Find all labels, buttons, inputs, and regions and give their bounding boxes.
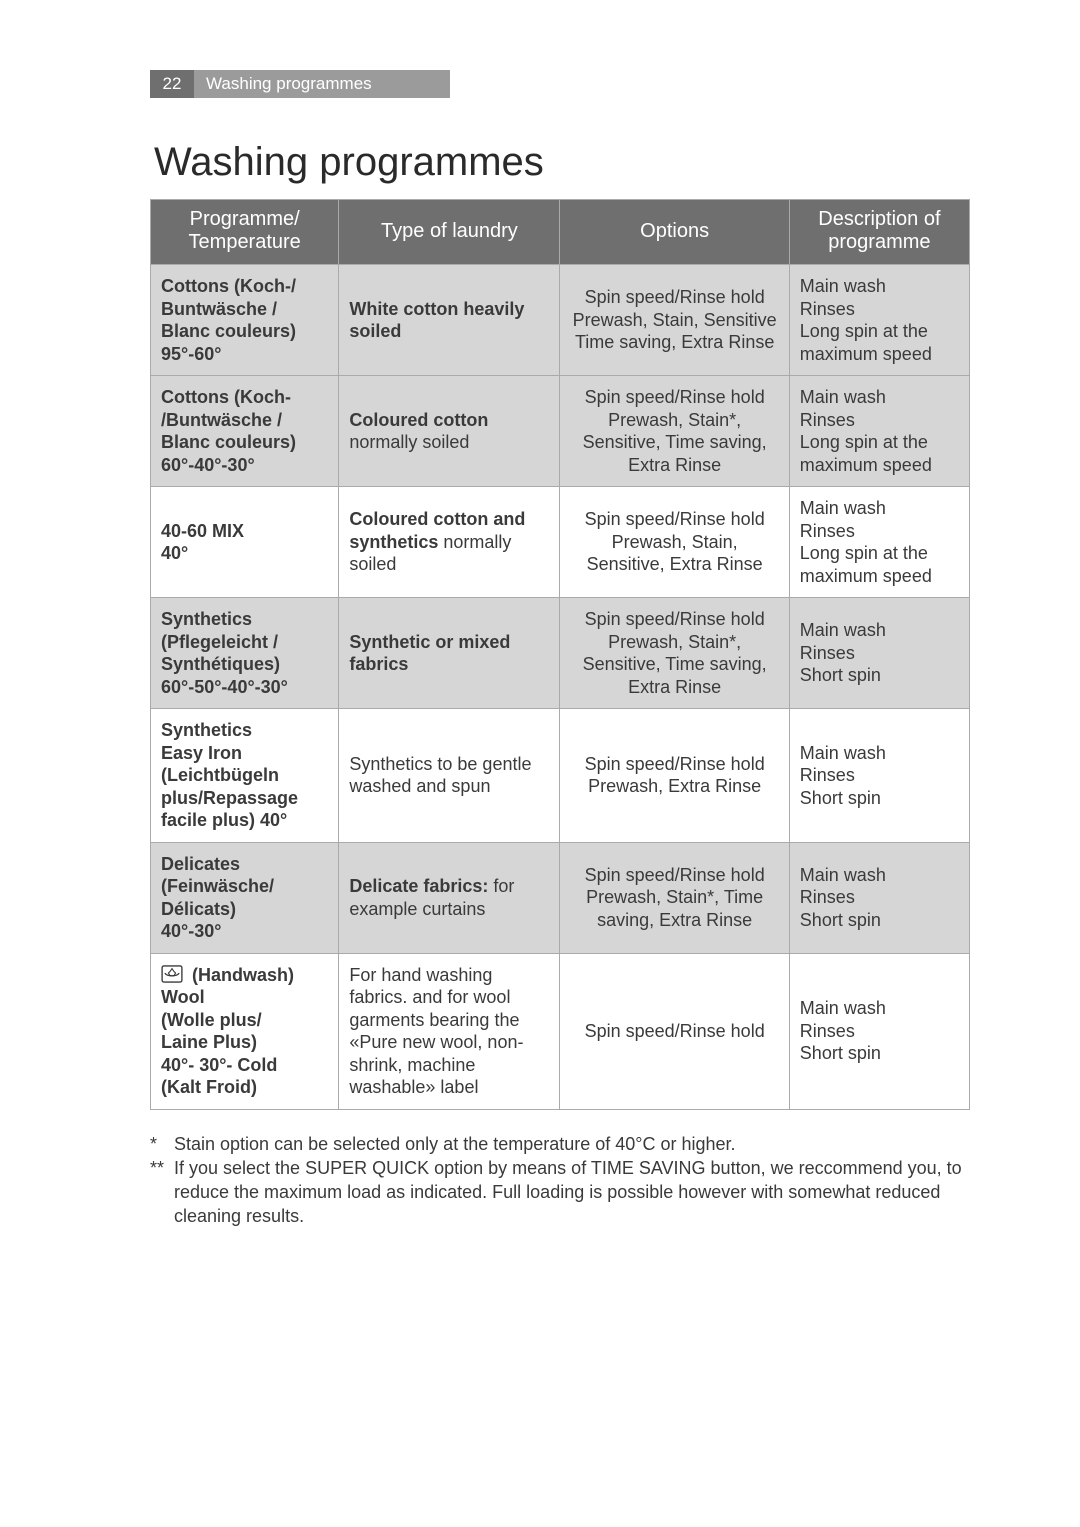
cell-programme: Cottons (Koch-/ Buntwäsche / Blanc coule… [151,265,339,376]
footnote-mark: * [150,1132,174,1156]
table-row: Cottons (Koch-/ Buntwäsche / Blanc coule… [151,265,970,376]
cell-options: Spin speed/Rinse hold [560,953,789,1109]
footnote-text: If you select the SUPER QUICK option by … [174,1156,970,1229]
cell-description: Main wash Rinses Long spin at the maximu… [789,265,969,376]
table-row: Synthetics (Pflegeleicht / Synthétiques)… [151,598,970,709]
footnote-mark: ** [150,1156,174,1229]
cell-type: Coloured cotton normally soiled [339,376,560,487]
cell-programme: Synthetics (Pflegeleicht / Synthétiques)… [151,598,339,709]
page-header-text: Washing programmes [194,74,372,94]
cell-type: Synthetic or mixed fabrics [339,598,560,709]
col-programme: Programme/Temperature [151,200,339,265]
table-row: Cottons (Koch- /Buntwäsche / Blanc coule… [151,376,970,487]
cell-programme: (Handwash) Wool (Wolle plus/ Laine Plus)… [151,953,339,1109]
table-body: Cottons (Koch-/ Buntwäsche / Blanc coule… [151,265,970,1110]
cell-programme: 40-60 MIX 40° [151,487,339,598]
table-row: Synthetics Easy Iron (Leichtbügeln plus/… [151,709,970,843]
cell-description: Main wash Rinses Short spin [789,842,969,953]
cell-options: Spin speed/Rinse hold Prewash, Stain, Se… [560,265,789,376]
cell-description: Main wash Rinses Short spin [789,953,969,1109]
page-header-bar: 22 Washing programmes [150,70,450,98]
cell-options: Spin speed/Rinse hold Prewash, Extra Rin… [560,709,789,843]
table-head: Programme/Temperature Type of laundry Op… [151,200,970,265]
page-title: Washing programmes [154,140,970,185]
cell-options: Spin speed/Rinse hold Prewash, Stain*, T… [560,842,789,953]
cell-type: Synthetics to be gentle washed and spun [339,709,560,843]
cell-programme: Cottons (Koch- /Buntwäsche / Blanc coule… [151,376,339,487]
col-options: Options [560,200,789,265]
hand-wash-icon [161,965,183,983]
footnote-2: ** If you select the SUPER QUICK option … [150,1156,970,1229]
footnotes: * Stain option can be selected only at t… [150,1132,970,1229]
cell-type: Coloured cotton and synthetics normally … [339,487,560,598]
cell-programme: Synthetics Easy Iron (Leichtbügeln plus/… [151,709,339,843]
footnote-1: * Stain option can be selected only at t… [150,1132,970,1156]
cell-options: Spin speed/Rinse hold Prewash, Stain*, S… [560,376,789,487]
cell-type: Delicate fabrics: for example curtains [339,842,560,953]
table-row: (Handwash) Wool (Wolle plus/ Laine Plus)… [151,953,970,1109]
cell-type: For hand washing fabrics. and for wool g… [339,953,560,1109]
cell-description: Main wash Rinses Short spin [789,598,969,709]
cell-description: Main wash Rinses Long spin at the maximu… [789,487,969,598]
cell-options: Spin speed/Rinse hold Prewash, Stain, Se… [560,487,789,598]
cell-options: Spin speed/Rinse hold Prewash, Stain*, S… [560,598,789,709]
cell-programme: Delicates (Feinwäsche/ Délicats) 40°-30° [151,842,339,953]
cell-type: White cotton heavily soiled [339,265,560,376]
programmes-table: Programme/Temperature Type of laundry Op… [150,199,970,1110]
col-type: Type of laundry [339,200,560,265]
footnote-text: Stain option can be selected only at the… [174,1132,970,1156]
page-number: 22 [150,70,194,98]
cell-description: Main wash Rinses Long spin at the maximu… [789,376,969,487]
page: 22 Washing programmes Washing programmes… [0,0,1080,1269]
cell-description: Main wash Rinses Short spin [789,709,969,843]
table-row: Delicates (Feinwäsche/ Délicats) 40°-30°… [151,842,970,953]
table-row: 40-60 MIX 40° Coloured cotton and synthe… [151,487,970,598]
col-description: Description ofprogramme [789,200,969,265]
